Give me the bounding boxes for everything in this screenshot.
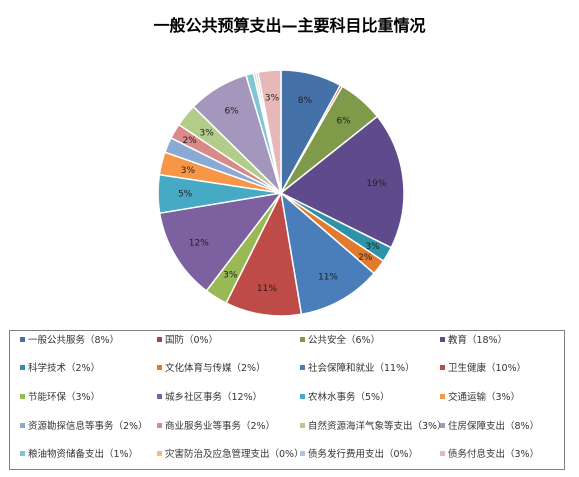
slice-data-label: 6% (336, 116, 351, 126)
pie-chart: 8%6%19%3%2%11%11%3%12%5%3%2%3%6%3% (157, 69, 405, 317)
legend-label: 国防（0%） (165, 335, 219, 346)
legend-entry: 社会保障和就业（11%） (300, 363, 415, 375)
legend-label: 自然资源海洋气象等支出（3%） (308, 421, 447, 432)
legend-label: 资源勘探信息等事务（2%） (28, 421, 148, 432)
slice-data-label: 3% (365, 242, 380, 252)
legend-swatch (300, 394, 305, 399)
slice-data-label: 11% (257, 284, 277, 294)
legend-swatch (440, 451, 445, 456)
legend-swatch (20, 337, 25, 342)
legend-entry: 债务付息支出（3%） (440, 449, 539, 461)
legend-swatch (157, 423, 162, 428)
legend-swatch (300, 423, 305, 428)
legend-swatch (20, 451, 25, 456)
legend-entry: 卫生健康（10%） (440, 363, 526, 375)
legend-swatch (440, 365, 445, 370)
legend-label: 文化体育与传媒（2%） (165, 363, 266, 374)
legend-label: 教育（18%） (448, 335, 508, 346)
legend-entry: 教育（18%） (440, 335, 507, 347)
legend-swatch (300, 337, 305, 342)
slice-data-label: 6% (224, 107, 239, 117)
legend-label: 城乡社区事务（12%） (165, 392, 263, 403)
legend-label: 一般公共服务（8%） (28, 335, 120, 346)
legend-entry: 债务发行费用支出（0%） (300, 449, 418, 461)
legend-entry: 公共安全（6%） (300, 335, 380, 347)
slice-data-label: 2% (358, 253, 373, 263)
legend-label: 商业服务业等事务（2%） (165, 421, 276, 432)
legend-entry: 农林水事务（5%） (300, 392, 390, 404)
legend-label: 农林水事务（5%） (308, 392, 390, 403)
slice-data-label: 5% (178, 190, 193, 200)
legend-entry: 资源勘探信息等事务（2%） (20, 421, 148, 433)
legend-label: 科学技术（2%） (28, 363, 101, 374)
legend-entry: 国防（0%） (157, 335, 218, 347)
legend-entry: 自然资源海洋气象等支出（3%） (300, 421, 447, 433)
slice-data-label: 19% (366, 179, 386, 189)
legend-entry: 城乡社区事务（12%） (157, 392, 262, 404)
pie-slice (158, 191, 283, 292)
legend-swatch (300, 365, 305, 370)
legend-entry: 节能环保（3%） (20, 392, 100, 404)
slice-data-label: 12% (189, 239, 209, 249)
slice-data-label: 2% (182, 136, 197, 146)
slice-data-label: 3% (200, 128, 215, 138)
legend-entry: 一般公共服务（8%） (20, 335, 119, 347)
pie-slice (225, 190, 303, 317)
legend-label: 债务发行费用支出（0%） (308, 449, 419, 460)
legend-swatch (157, 451, 162, 456)
legend: 一般公共服务（8%） 国防（0%） 公共安全（6%） 教育（18%） 科学技术（2%） 文… (9, 330, 565, 470)
legend-swatch (20, 365, 25, 370)
legend-swatch (157, 394, 162, 399)
legend-label: 债务付息支出（3%） (448, 449, 540, 460)
legend-label: 粮油物资储备支出（1%） (28, 449, 139, 460)
legend-label: 节能环保（3%） (28, 392, 101, 403)
pie-slice (257, 69, 282, 194)
legend-label: 灾害防治及应急管理支出（0%） (165, 449, 304, 460)
slice-data-label: 3% (265, 94, 280, 104)
slice-data-label: 3% (181, 166, 196, 176)
legend-swatch (440, 394, 445, 399)
legend-swatch (440, 337, 445, 342)
legend-swatch (20, 394, 25, 399)
legend-entry: 住房保障支出（8%） (440, 421, 539, 433)
legend-entry: 商业服务业等事务（2%） (157, 421, 275, 433)
legend-label: 公共安全（6%） (308, 335, 381, 346)
pie-slice (279, 115, 405, 249)
legend-swatch (157, 337, 162, 342)
slice-data-label: 8% (298, 96, 313, 106)
legend-label: 住房保障支出（8%） (448, 421, 540, 432)
pie-slice (279, 191, 376, 316)
legend-swatch (440, 423, 445, 428)
legend-swatch (157, 365, 162, 370)
legend-entry: 科学技术（2%） (20, 363, 100, 375)
legend-swatch (20, 423, 25, 428)
legend-swatch (300, 451, 305, 456)
legend-label: 卫生健康（10%） (448, 363, 527, 374)
slice-data-label: 11% (318, 273, 338, 283)
legend-entry: 文化体育与传媒（2%） (157, 363, 266, 375)
legend-entry: 灾害防治及应急管理支出（0%） (157, 449, 304, 461)
legend-label: 社会保障和就业（11%） (308, 363, 415, 374)
legend-entry: 交通运输（3%） (440, 392, 520, 404)
slice-data-label: 3% (223, 271, 238, 281)
legend-entry: 粮油物资储备支出（1%） (20, 449, 138, 461)
legend-label: 交通运输（3%） (448, 392, 521, 403)
chart-title: 一般公共预算支出—主要科目比重情况 (153, 16, 426, 35)
